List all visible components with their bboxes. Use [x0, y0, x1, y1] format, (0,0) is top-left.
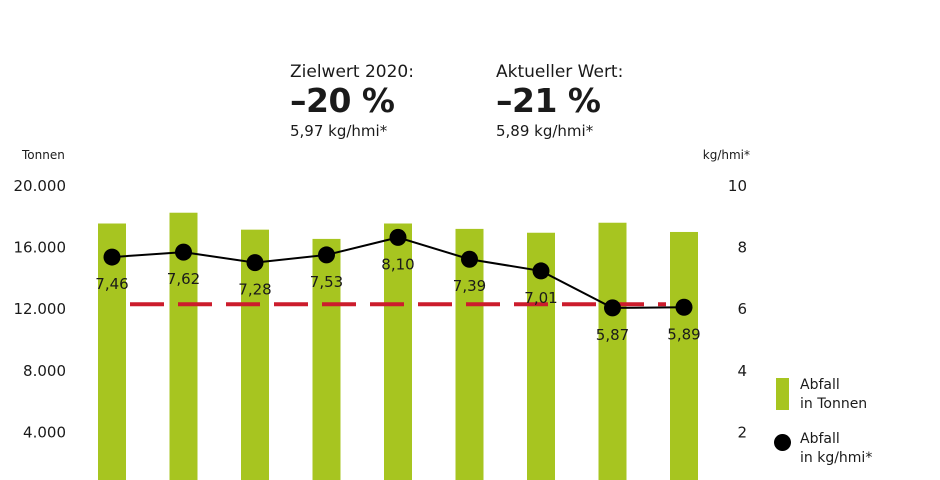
- data-label: 7,01: [524, 289, 557, 307]
- data-label: 7,28: [238, 281, 271, 299]
- right-tick-label: 8: [737, 239, 747, 257]
- data-point: [532, 262, 550, 280]
- right-tick-label: 4: [737, 362, 747, 380]
- current-kpi: Aktueller Wert: –21 % 5,89 kg/hmi*: [496, 62, 623, 142]
- data-label: 7,39: [453, 277, 486, 295]
- left-tick-label: 12.000: [14, 300, 67, 318]
- left-tick-label: 4.000: [23, 423, 66, 441]
- bar: [241, 229, 269, 480]
- data-label: 8,10: [381, 255, 414, 273]
- current-kpi-value: –21 %: [496, 81, 601, 120]
- data-point: [604, 299, 621, 317]
- data-label: 7,53: [310, 273, 343, 291]
- data-point: [246, 254, 264, 272]
- left-tick-label: 8.000: [23, 362, 66, 380]
- bar: [455, 228, 484, 480]
- left-tick-label: 20.000: [14, 177, 67, 195]
- legend-dot-swatch: [774, 434, 791, 451]
- data-label: 5,87: [596, 326, 629, 344]
- current-kpi-label: Aktueller Wert:: [496, 62, 624, 82]
- legend-bars-line2: in Tonnen: [800, 396, 868, 412]
- right-tick-label: 10: [728, 177, 747, 195]
- data-point: [318, 246, 335, 264]
- legend-bar-swatch: [776, 378, 789, 410]
- data-point: [175, 243, 192, 261]
- target-kpi-value: –20 %: [290, 81, 395, 120]
- left-tick-label: 16.000: [14, 239, 67, 257]
- right-tick-label: 6: [737, 300, 747, 318]
- target-kpi: Zielwert 2020: –20 % 5,97 kg/hmi*: [290, 62, 414, 142]
- right-tick-label: 2: [737, 423, 747, 441]
- data-label: 7,46: [95, 275, 128, 293]
- data-label: 7,62: [167, 270, 200, 288]
- target-kpi-sub: 5,97 kg/hmi*: [290, 122, 388, 140]
- bar: [312, 238, 341, 480]
- data-point: [103, 248, 121, 266]
- bar: [670, 231, 698, 480]
- legend-line-line2: in kg/hmi*: [800, 450, 873, 466]
- data-point: [675, 298, 693, 316]
- legend-line-line1: Abfall: [800, 431, 840, 447]
- data-label: 5,89: [667, 325, 700, 343]
- current-kpi-sub: 5,89 kg/hmi*: [496, 122, 594, 140]
- data-point: [461, 250, 478, 268]
- right-axis-title: kg/hmi*: [702, 148, 750, 162]
- bar: [598, 222, 627, 480]
- data-point: [389, 228, 407, 246]
- bar: [384, 223, 412, 480]
- legend-bars-line1: Abfall: [800, 377, 840, 393]
- left-axis-title: Tonnen: [22, 148, 65, 162]
- bar: [98, 223, 126, 480]
- target-kpi-label: Zielwert 2020:: [290, 62, 414, 82]
